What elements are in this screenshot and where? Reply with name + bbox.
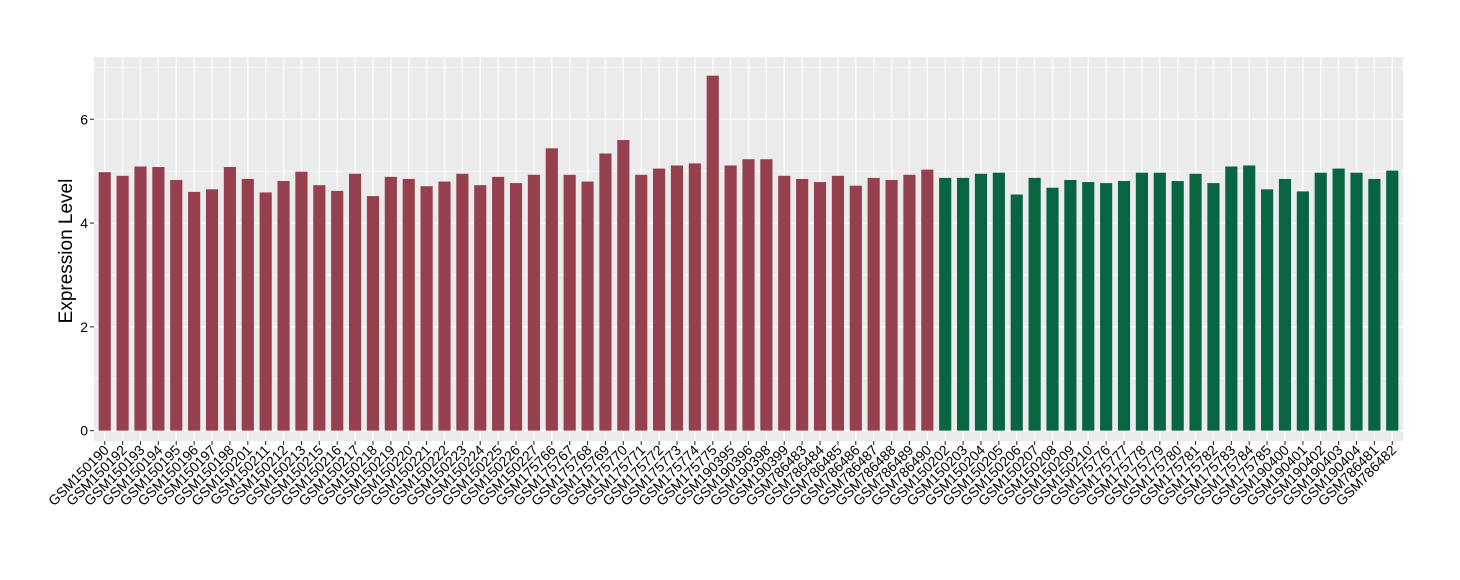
bar-GSM175784 xyxy=(1243,165,1256,431)
bar-GSM150201 xyxy=(241,178,254,431)
bar-GSM786483 xyxy=(796,178,809,431)
y-tick-label: 6 xyxy=(80,111,88,127)
bar-GSM175774 xyxy=(688,163,701,431)
bar-GSM150223 xyxy=(456,173,469,431)
bar-GSM150204 xyxy=(974,173,988,431)
y-tick-label: 4 xyxy=(80,215,88,231)
bar-GSM786486 xyxy=(849,185,862,431)
bar-GSM175780 xyxy=(1171,181,1184,431)
bar-GSM150202 xyxy=(939,177,952,431)
bar-GSM150226 xyxy=(509,183,523,431)
bar-GSM175785 xyxy=(1261,189,1274,431)
bar-GSM150208 xyxy=(1046,187,1059,431)
bar-GSM190395 xyxy=(724,165,737,431)
bar-GSM150196 xyxy=(188,191,201,431)
bar-GSM150206 xyxy=(1010,194,1023,431)
bar-GSM150227 xyxy=(527,174,540,431)
bar-GSM150225 xyxy=(492,176,505,431)
bar-GSM175779 xyxy=(1153,172,1166,431)
bar-GSM150219 xyxy=(384,176,397,431)
y-tick-label: 2 xyxy=(80,319,88,335)
bar-GSM150203 xyxy=(957,177,970,431)
bar-GSM150192 xyxy=(116,175,129,431)
bar-GSM175783 xyxy=(1225,166,1238,431)
bar-GSM190396 xyxy=(742,159,755,431)
bar-GSM786488 xyxy=(885,179,898,431)
bar-GSM150195 xyxy=(170,179,183,431)
bars xyxy=(98,75,1399,431)
bar-GSM150222 xyxy=(438,181,451,431)
bar-GSM150215 xyxy=(313,185,326,431)
bar-GSM150193 xyxy=(134,166,147,431)
bar-GSM175767 xyxy=(563,174,576,431)
bar-GSM175766 xyxy=(545,148,558,431)
bar-GSM150212 xyxy=(277,181,290,431)
bar-GSM150207 xyxy=(1028,177,1041,431)
bar-GSM190401 xyxy=(1296,191,1309,431)
bar-GSM190402 xyxy=(1314,172,1327,431)
bar-GSM175781 xyxy=(1189,173,1202,431)
bar-GSM786482 xyxy=(1386,170,1399,431)
bar-GSM786487 xyxy=(867,177,880,431)
bar-GSM150209 xyxy=(1064,179,1077,431)
bar-GSM175772 xyxy=(653,168,666,431)
bar-GSM150198 xyxy=(223,167,236,431)
bar-GSM190398 xyxy=(760,159,773,431)
bar-GSM175770 xyxy=(617,140,630,431)
bar-GSM175769 xyxy=(599,153,612,431)
bar-GSM150190 xyxy=(98,172,111,431)
bar-GSM786481 xyxy=(1368,178,1381,431)
bar-GSM190400 xyxy=(1278,178,1292,431)
x-axis: GSM150190GSM150192GSM150193GSM150194GSM1… xyxy=(45,441,1400,509)
bar-GSM150216 xyxy=(331,190,344,431)
y-axis: 0 2 4 6 xyxy=(80,111,94,439)
bar-GSM175775 xyxy=(706,75,719,431)
bar-GSM190399 xyxy=(778,175,791,431)
bar-GSM150213 xyxy=(295,171,308,431)
bar-GSM150194 xyxy=(152,167,165,431)
bar-GSM175768 xyxy=(581,181,594,431)
bar-GSM175778 xyxy=(1135,172,1148,431)
bar-GSM786485 xyxy=(831,175,844,431)
bar-GSM786490 xyxy=(921,169,934,431)
y-axis-label: Expression Level xyxy=(56,179,77,324)
bar-GSM150210 xyxy=(1082,182,1095,431)
bar-GSM175777 xyxy=(1117,181,1131,431)
bar-GSM150211 xyxy=(259,192,272,431)
bar-GSM150221 xyxy=(420,186,433,431)
bar-GSM175771 xyxy=(635,174,648,431)
bar-GSM786489 xyxy=(903,174,916,431)
bar-GSM150220 xyxy=(402,178,415,431)
bar-GSM150197 xyxy=(205,189,219,431)
bar-GSM150205 xyxy=(992,172,1005,431)
bar-GSM150217 xyxy=(349,173,362,431)
bar-GSM150218 xyxy=(366,196,380,431)
bar-GSM190403 xyxy=(1332,168,1345,431)
bar-GSM175773 xyxy=(670,165,684,431)
bar-GSM175782 xyxy=(1207,183,1220,431)
bar-GSM175776 xyxy=(1100,183,1113,431)
bar-GSM190404 xyxy=(1350,172,1363,431)
y-tick-label: 0 xyxy=(80,423,88,439)
bar-GSM150224 xyxy=(474,185,487,431)
bar-GSM786484 xyxy=(813,182,827,431)
